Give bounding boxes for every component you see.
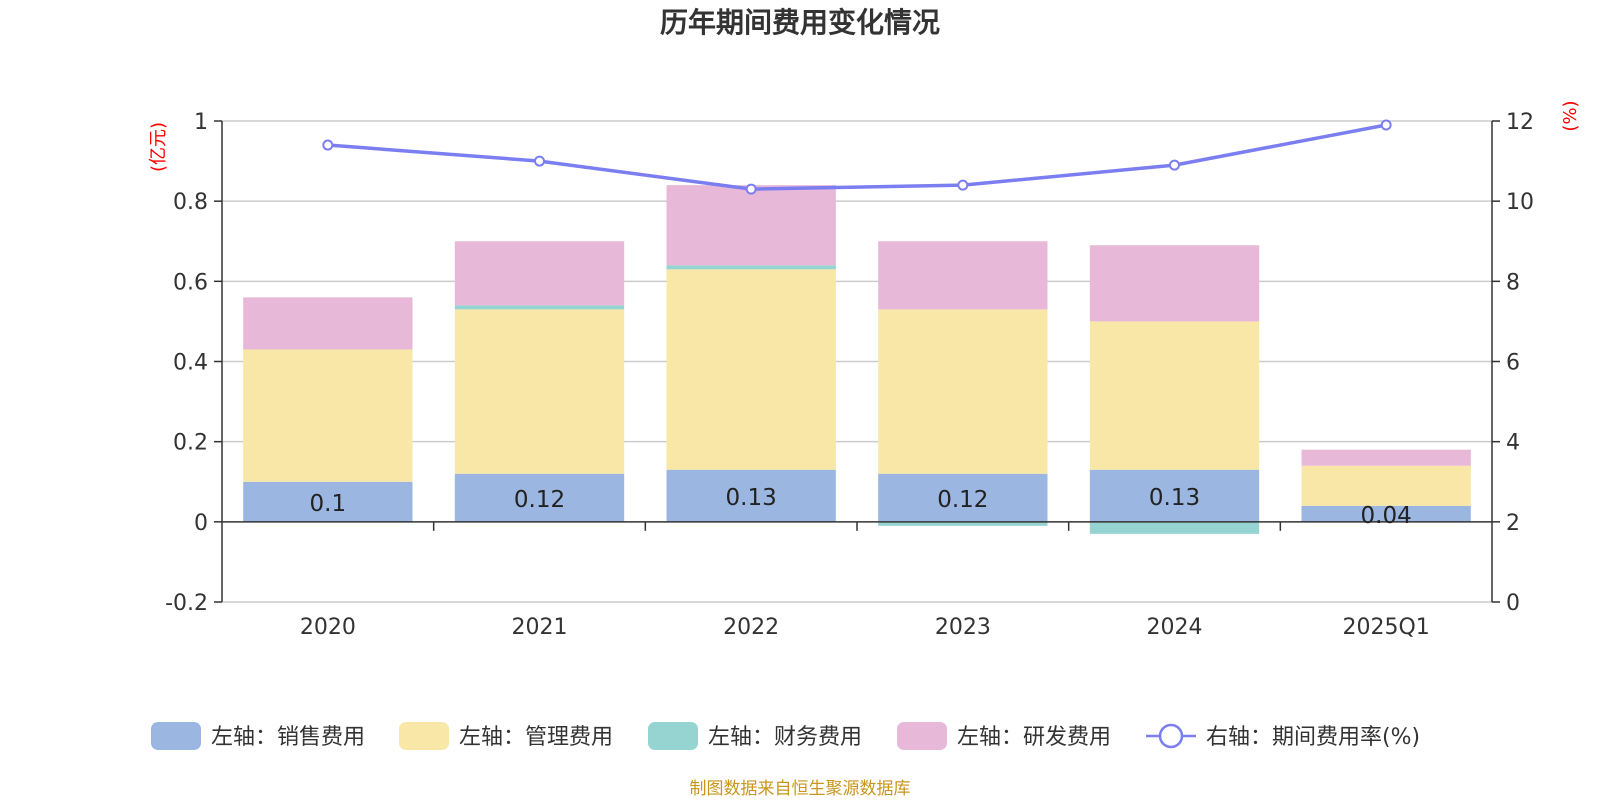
right-tick-label: 12: [1506, 110, 1534, 135]
rate-point: [957, 179, 969, 191]
bar-admin-2025Q1: [1301, 465, 1471, 506]
x-tick-label: 2020: [300, 615, 356, 640]
left-tick-label: 0.8: [173, 190, 208, 215]
legend-label: 左轴：研发费用: [957, 725, 1111, 750]
x-tick-label: 2021: [512, 615, 568, 640]
bar-admin-2024: [1089, 321, 1260, 470]
rate-point: [745, 183, 757, 195]
bar-selling-2025Q1: [1301, 505, 1471, 522]
left-tick-label: 0.6: [173, 270, 208, 295]
left-tick-label: -0.2: [165, 591, 208, 616]
bar-value-label: 0.1: [310, 491, 347, 517]
bar-finance-2023: [878, 521, 1048, 526]
bar-admin-2022: [666, 269, 836, 470]
chart-title: 历年期间费用变化情况: [660, 6, 940, 39]
bar-selling-2020: [243, 481, 413, 522]
bar-finance-2024: [1089, 521, 1260, 534]
right-tick-label: 0: [1506, 591, 1520, 616]
legend: 左轴：销售费用 左轴：管理费用 左轴：财务费用 左轴：研发费用 右轴：期间费用率(%): [151, 722, 1420, 750]
x-tick-label: 2024: [1147, 615, 1203, 640]
x-tick-label: 2025Q1: [1343, 615, 1430, 640]
source-note: 制图数据来自恒生聚源数据库: [690, 779, 911, 799]
legend-swatch-finance: [648, 722, 698, 750]
legend-swatch-selling: [151, 722, 201, 750]
bar-admin-2020: [243, 349, 413, 482]
left-axis-unit: (亿元): [148, 122, 169, 172]
right-tick-label: 10: [1506, 190, 1534, 215]
bar-rnd-2020: [243, 297, 413, 350]
left-tick-label: 0: [194, 511, 208, 536]
bar-selling-2022: [666, 469, 836, 522]
bar-selling-2024: [1089, 469, 1260, 522]
x-tick-label: 2022: [723, 615, 779, 640]
legend-label: 左轴：管理费用: [459, 725, 613, 750]
bar-rnd-2024: [1089, 245, 1260, 322]
bar-rnd-2022: [666, 185, 836, 266]
legend-swatch-rnd: [897, 722, 947, 750]
bar-value-label: 0.13: [726, 485, 777, 511]
legend-line-marker: [1158, 723, 1184, 749]
rate-line: [327, 123, 1387, 191]
right-tick-label: 2: [1506, 511, 1520, 536]
bar-value-label: 0.04: [1361, 503, 1412, 529]
bar-finance-2021: [454, 305, 625, 310]
right-axis-unit: (%): [1560, 100, 1581, 131]
right-tick-label: 6: [1506, 351, 1520, 376]
bar-layer: [243, 185, 1471, 534]
legend-label: 左轴：销售费用: [211, 725, 365, 750]
legend-label: 右轴：期间费用率(%): [1206, 725, 1420, 750]
left-tick-label: 1: [194, 110, 208, 135]
bar-value-label: 0.12: [937, 487, 988, 513]
bar-value-label: 0.13: [1149, 485, 1200, 511]
bar-finance-2022: [666, 265, 836, 270]
rate-point: [534, 155, 545, 167]
right-tick-label: 8: [1506, 270, 1520, 295]
x-tick-label: 2023: [935, 615, 991, 640]
bar-rnd-2021: [454, 241, 625, 306]
right-tick-label: 4: [1506, 431, 1520, 456]
left-tick-label: 0.4: [173, 351, 208, 376]
bar-selling-2023: [878, 473, 1048, 522]
bar-selling-2021: [454, 473, 625, 522]
rate-point: [322, 139, 334, 151]
bar-admin-2023: [878, 309, 1048, 474]
legend-swatch-admin: [399, 722, 449, 750]
legend-label: 左轴：财务费用: [708, 725, 862, 750]
bar-rnd-2025Q1: [1301, 449, 1471, 466]
rate-line-layer: [322, 119, 1392, 195]
rate-point: [1169, 159, 1180, 171]
bar-value-label: 0.12: [514, 487, 565, 513]
gridlines: [222, 120, 1492, 603]
bar-rnd-2023: [878, 241, 1048, 310]
bar-admin-2021: [454, 309, 625, 474]
rate-point: [1380, 119, 1392, 131]
left-tick-label: 0.2: [173, 431, 208, 456]
bar-label-layer: 0.1 0.12 0.13 0.12 0.13 0.04: [310, 485, 1412, 529]
